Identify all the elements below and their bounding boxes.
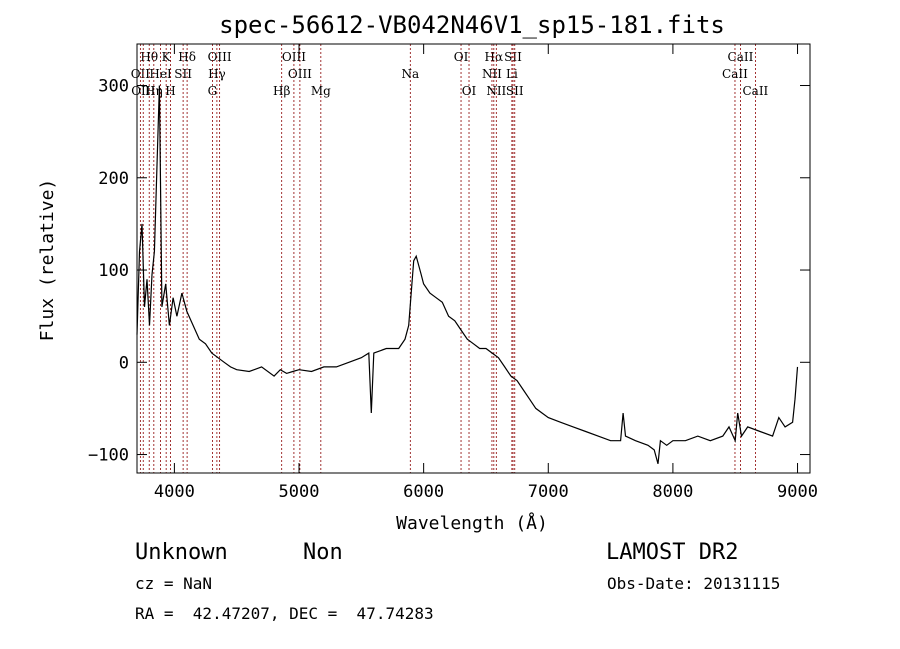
line-label: CaII xyxy=(722,67,748,81)
line-label: SII xyxy=(506,84,524,98)
line-label: Hα xyxy=(485,50,504,64)
line-label: H xyxy=(165,84,175,98)
line-label: G xyxy=(208,84,218,98)
line-label: NII xyxy=(486,84,506,98)
class-label: Unknown xyxy=(135,540,228,565)
y-tick-label: 300 xyxy=(98,77,129,97)
line-label: OI xyxy=(462,84,477,98)
line-label: NII xyxy=(482,67,502,81)
y-tick-label: 200 xyxy=(98,169,129,189)
line-label: OIII xyxy=(208,50,232,64)
line-label: Li xyxy=(506,67,518,81)
x-tick-label: 5000 xyxy=(279,482,320,502)
x-tick-label: 4000 xyxy=(154,482,195,502)
line-label: OIII xyxy=(282,50,306,64)
chart-title: spec-56612-VB042N46V1_sp15-181.fits xyxy=(219,11,725,39)
line-label: Hβ xyxy=(273,84,290,98)
spectrum-line xyxy=(136,85,799,464)
axis-ticks: 4000 5000 6000 7000 8000 9000 −100 0 100 200 300 xyxy=(88,44,818,502)
line-label: CaII xyxy=(742,84,768,98)
y-tick-label: 0 xyxy=(119,353,129,373)
x-tick-label: 9000 xyxy=(777,482,818,502)
line-label: Na xyxy=(401,67,419,81)
line-label: OII xyxy=(131,67,151,81)
line-label: OIII xyxy=(288,67,312,81)
obs-date-label: Obs-Date: 20131115 xyxy=(607,574,780,593)
y-axis-label: Flux (relative) xyxy=(37,179,58,342)
x-axis-label: Wavelength (Å) xyxy=(396,512,548,534)
line-label: K xyxy=(162,50,172,64)
subclass-label: Non xyxy=(303,540,343,565)
line-label: HeI xyxy=(149,67,172,81)
line-label: OI xyxy=(454,50,469,64)
line-label: SII xyxy=(174,67,192,81)
line-label: Hγ xyxy=(208,67,226,81)
y-tick-label: 100 xyxy=(98,261,129,281)
plot-frame xyxy=(136,43,811,474)
x-tick-label: 8000 xyxy=(652,482,693,502)
line-label: CaII xyxy=(728,50,754,64)
line-label: Mg xyxy=(311,84,331,98)
redshift-label: cz = NaN xyxy=(135,574,212,593)
x-tick-label: 7000 xyxy=(528,482,569,502)
line-label: Hδ xyxy=(178,50,196,64)
line-label: Hη xyxy=(145,84,163,98)
y-tick-label: −100 xyxy=(88,446,129,466)
x-tick-label: 6000 xyxy=(403,482,444,502)
survey-label: LAMOST DR2 xyxy=(606,540,738,565)
coordinates-label: RA = 42.47207, DEC = 47.74283 xyxy=(135,604,434,623)
line-label: SII xyxy=(504,50,522,64)
